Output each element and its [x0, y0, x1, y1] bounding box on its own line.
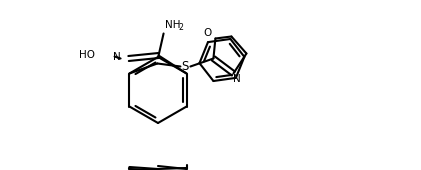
Text: N: N: [113, 52, 120, 62]
Text: O: O: [203, 29, 211, 38]
Text: N: N: [232, 73, 240, 83]
Text: HO: HO: [79, 49, 95, 60]
Text: NH: NH: [165, 21, 180, 30]
Text: 2: 2: [179, 23, 184, 32]
Text: S: S: [182, 60, 189, 73]
